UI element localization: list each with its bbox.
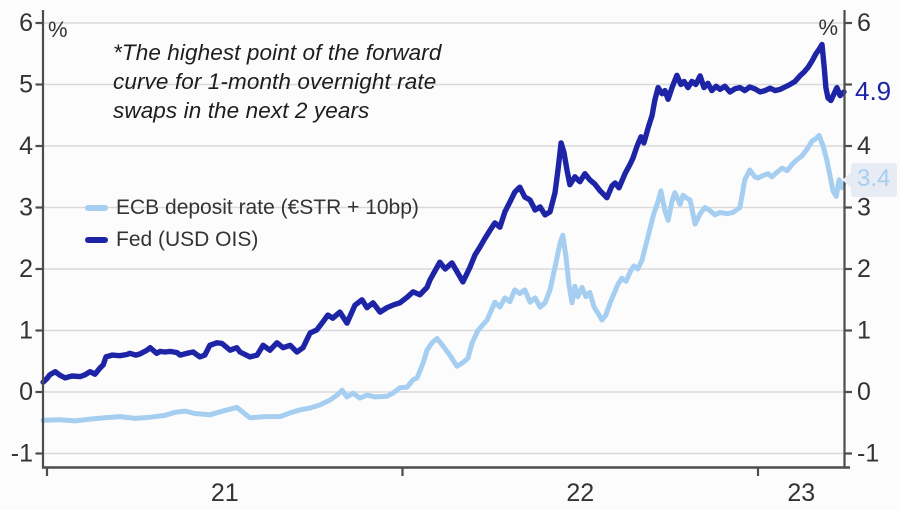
x-axis-label: 22 (566, 479, 594, 507)
left-axis-unit-label: % (48, 17, 68, 42)
legend-item-ecb: ECB deposit rate (€STR + 10bp) (85, 195, 419, 220)
legend-label-fed: Fed (USD OIS) (116, 227, 259, 251)
legend-item-fed: Fed (USD OIS) (85, 227, 419, 252)
annotation-line-2: curve for 1-month overnight rate (113, 69, 437, 94)
y-axis-label-left: -1 (11, 440, 33, 468)
right-axis-unit-label: % (818, 15, 838, 40)
y-axis-label-left: 2 (19, 255, 33, 283)
y-axis-label-right: 6 (857, 9, 871, 37)
y-axis-label-left: 4 (19, 132, 33, 160)
fed-line-swatch-icon (85, 236, 108, 243)
y-axis-label-right: 4 (857, 132, 871, 160)
y-axis-label-right: 2 (857, 255, 871, 283)
y-axis-label-right: 1 (857, 317, 871, 345)
fed-line (40, 41, 847, 385)
y-axis-label-right: -1 (857, 440, 879, 468)
y-axis-label-left: 6 (19, 9, 33, 37)
y-axis-label-left: 3 (19, 194, 33, 222)
legend: ECB deposit rate (€STR + 10bp) Fed (USD … (85, 195, 419, 259)
x-axis-label: 21 (211, 479, 239, 507)
ecb-line-swatch-icon (85, 204, 108, 211)
ecb-end-value-callout: 3.4 (842, 163, 898, 197)
x-axis-label: 23 (787, 479, 815, 507)
y-axis-label-right: 0 (857, 378, 871, 406)
annotation-line-1: *The highest point of the forward (113, 40, 442, 65)
y-axis-label-right: 3 (857, 194, 871, 222)
y-axis-label-left: 0 (19, 378, 33, 406)
ecb-end-value-label: 3.4 (851, 163, 898, 197)
ecb-line (40, 133, 847, 424)
callout-arrow-icon (842, 172, 852, 188)
y-axis-label-left: 5 (19, 71, 33, 99)
chart-annotation: *The highest point of the forward curve … (113, 38, 442, 125)
fed-end-value-label: 4.9 (855, 76, 892, 106)
y-axis-label-left: 1 (19, 317, 33, 345)
legend-label-ecb: ECB deposit rate (€STR + 10bp) (116, 195, 419, 219)
annotation-line-3: swaps in the next 2 years (113, 98, 370, 123)
